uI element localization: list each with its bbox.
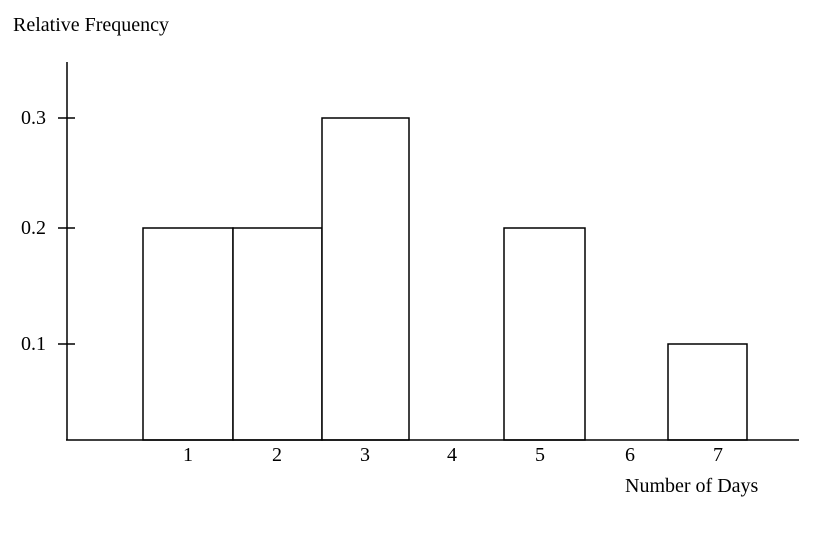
y-tick-label-0.3: 0.3 [21,107,46,129]
y-tick-label-0.1: 0.1 [21,333,46,355]
x-tick-label-6: 6 [625,444,635,466]
x-axis-title: Number of Days [625,475,759,497]
bar-day-7 [667,343,748,441]
bar-day-1 [142,227,234,441]
x-tick-label-1: 1 [183,444,193,466]
bar-day-2 [232,227,323,441]
y-axis-title: Relative Frequency [13,14,170,36]
y-tick-label-0.2: 0.2 [21,217,46,239]
x-tick-label-5: 5 [535,444,545,466]
x-tick-label-4: 4 [447,444,457,466]
x-tick-label-3: 3 [360,444,370,466]
x-tick-label-2: 2 [272,444,282,466]
bar-day-5 [503,227,586,441]
x-tick-label-7: 7 [713,444,723,466]
bar-day-3 [321,117,410,441]
